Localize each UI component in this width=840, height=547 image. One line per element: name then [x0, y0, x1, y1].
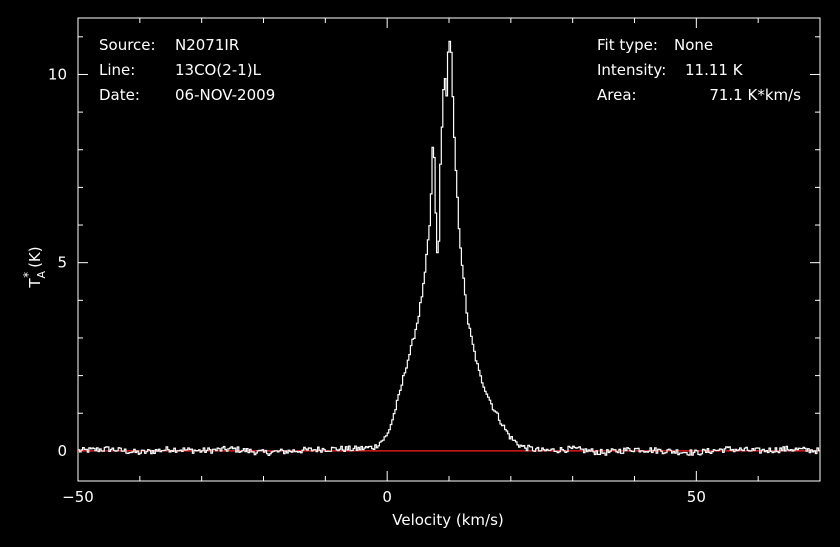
- info-source-value: N2071IR: [175, 36, 239, 54]
- spectrum-line: [78, 40, 820, 456]
- info-fit-value: None: [674, 36, 713, 54]
- y-tick-label: 10: [48, 65, 67, 83]
- x-tick-label: 0: [382, 488, 392, 506]
- tick-labels: −50 0 50 0 5 10: [48, 65, 706, 506]
- info-fit-key: Fit type:: [597, 36, 658, 54]
- info-date-key: Date:: [99, 86, 140, 104]
- info-source-key: Source:: [99, 36, 156, 54]
- info-right: Fit type: None Intensity: 11.11 K Area: …: [597, 36, 801, 104]
- y-tick-label: 0: [57, 442, 67, 460]
- info-date-value: 06-NOV-2009: [175, 86, 275, 104]
- x-axis-label: Velocity (km/s): [392, 511, 503, 529]
- info-left: Source: N2071IR Line: 13CO(2-1)L Date: 0…: [99, 36, 275, 104]
- info-area-key: Area:: [597, 86, 637, 104]
- x-tick-label: 50: [687, 488, 706, 506]
- y-axis-label-main: T: [26, 278, 44, 289]
- y-axis-label-sup: *: [21, 272, 35, 278]
- svg-text:TA*(K): TA* (K): [21, 246, 48, 288]
- info-line-key: Line:: [99, 61, 135, 79]
- y-axis-label: TA* (K): [21, 246, 48, 288]
- y-tick-label: 5: [57, 254, 67, 272]
- y-axis-label-unit: (K): [26, 246, 44, 268]
- info-intensity-value: 11.11 K: [685, 61, 744, 79]
- x-tick-label: −50: [62, 488, 94, 506]
- y-axis-label-sub: A: [35, 270, 48, 278]
- info-area-value: 71.1 K*km/s: [709, 86, 801, 104]
- info-intensity-key: Intensity:: [597, 61, 666, 79]
- info-line-value: 13CO(2-1)L: [175, 61, 262, 79]
